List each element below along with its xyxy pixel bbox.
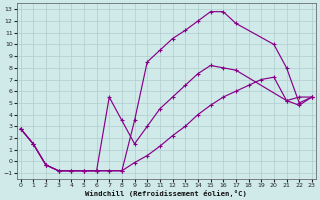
X-axis label: Windchill (Refroidissement éolien,°C): Windchill (Refroidissement éolien,°C) bbox=[85, 190, 247, 197]
